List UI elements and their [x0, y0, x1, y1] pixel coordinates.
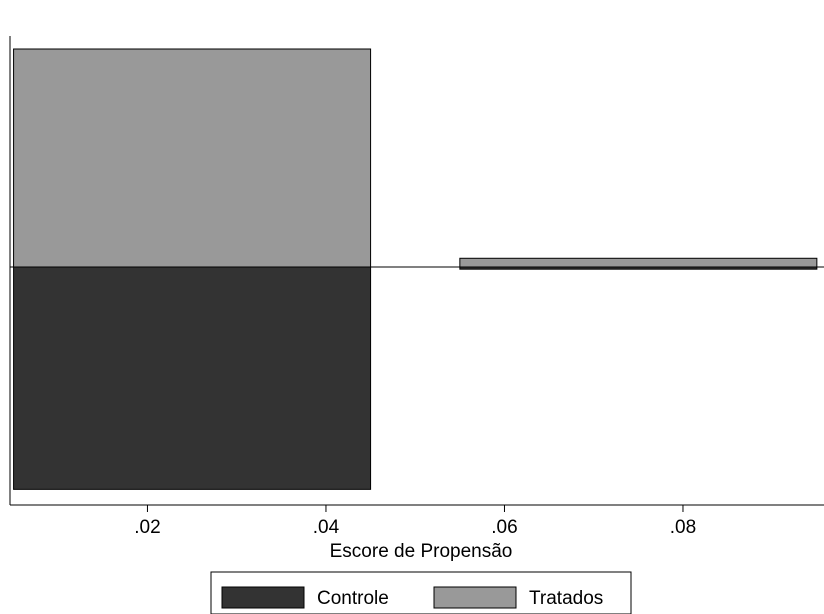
x-tick-label: .06 — [491, 517, 517, 538]
x-ticks-group: .02 .04 .06 .08 — [134, 505, 696, 538]
x-axis-title: Escore de Propensão — [330, 541, 513, 562]
bar-tratados-0 — [13, 48, 372, 268]
bar-tratados-1 — [459, 257, 818, 268]
x-tick-label: .08 — [670, 517, 696, 538]
bar-controle-0 — [13, 266, 372, 490]
legend-swatch-controle — [221, 586, 305, 609]
x-tick-label: .02 — [134, 517, 160, 538]
legend-label-controle: Controle — [317, 588, 389, 609]
bars-group — [13, 48, 818, 490]
legend: Controle Tratados — [210, 571, 632, 614]
legend-swatch-tratados — [433, 586, 517, 609]
x-tick-label: .04 — [313, 517, 340, 538]
legend-label-tratados: Tratados — [529, 588, 603, 609]
